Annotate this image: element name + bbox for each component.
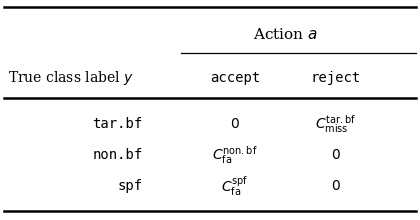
Text: $0$: $0$ — [331, 148, 341, 162]
Text: tar.bf: tar.bf — [92, 117, 143, 131]
Text: $C_{\mathrm{fa}}^{\mathrm{non.bf}}$: $C_{\mathrm{fa}}^{\mathrm{non.bf}}$ — [213, 144, 258, 166]
Text: $C_{\mathrm{fa}}^{\mathrm{spf}}$: $C_{\mathrm{fa}}^{\mathrm{spf}}$ — [221, 174, 249, 198]
Text: reject: reject — [311, 71, 361, 85]
Text: $0$: $0$ — [230, 117, 240, 131]
Text: True class label $y$: True class label $y$ — [8, 69, 134, 87]
Text: $0$: $0$ — [331, 179, 341, 193]
Text: accept: accept — [210, 71, 260, 85]
Text: Action $a$: Action $a$ — [253, 27, 318, 42]
Text: non.bf: non.bf — [92, 148, 143, 162]
Text: spf: spf — [118, 179, 143, 193]
Text: $C_{\mathrm{miss}}^{\mathrm{tar.bf}}$: $C_{\mathrm{miss}}^{\mathrm{tar.bf}}$ — [315, 113, 357, 135]
